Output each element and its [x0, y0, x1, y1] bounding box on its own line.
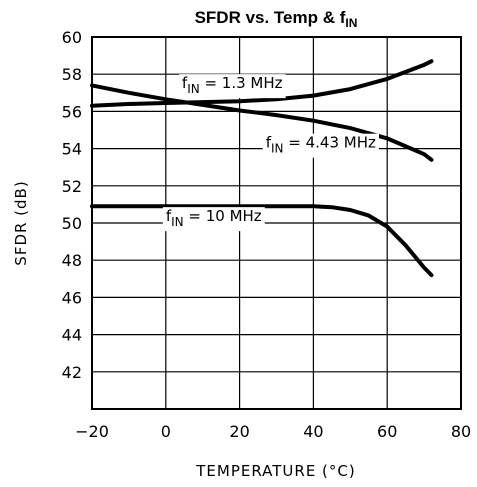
plot-frame	[91, 36, 462, 410]
series-label-1: fIN = 1.3 MHz	[182, 74, 283, 96]
chart-title-main: SFDR vs. Temp & f	[195, 8, 346, 27]
x-axis-label: TEMPERATURE (°C)	[195, 462, 356, 480]
y-tick-label: 58	[62, 65, 82, 84]
x-tick-label: 40	[303, 422, 323, 441]
series-label-background	[262, 133, 379, 158]
y-axis-label: SFDR (dB)	[12, 180, 30, 265]
series-line-3	[90, 204, 434, 278]
series-label-background	[162, 207, 265, 232]
y-tick-label: 60	[62, 28, 82, 47]
y-tick-label: 48	[62, 251, 82, 270]
series-labels: fIN = 1.3 MHz fIN = 4.43 MHz fIN = 10 MHz	[162, 74, 379, 232]
y-tick-label: 50	[62, 214, 82, 233]
x-tick-label: 80	[451, 422, 471, 441]
chart-title: SFDR vs. Temp & fIN	[195, 8, 358, 30]
y-tick-label: 42	[62, 363, 82, 382]
x-tick-labels: −20 0 20 40 60 80	[75, 422, 471, 441]
y-tick-labels: 42 44 46 48 50 52 54 56 58 60	[62, 28, 82, 382]
series-label-3: fIN = 10 MHz	[166, 207, 262, 229]
series-label-background	[178, 74, 286, 99]
x-tick-label: 20	[229, 422, 249, 441]
series-line-2	[90, 83, 434, 162]
x-tick-label: 60	[377, 422, 397, 441]
y-tick-label: 56	[62, 102, 82, 121]
y-tick-label: 54	[62, 140, 82, 159]
series-line-1	[90, 59, 434, 108]
chart-title-subscript: IN	[345, 16, 357, 30]
y-tick-label: 46	[62, 288, 82, 307]
x-tick-label: 0	[161, 422, 171, 441]
y-tick-label: 44	[62, 326, 82, 345]
y-tick-label: 52	[62, 177, 82, 196]
series-lines	[90, 59, 434, 278]
series-label-2: fIN = 4.43 MHz	[266, 134, 376, 156]
x-tick-label: −20	[75, 422, 109, 441]
